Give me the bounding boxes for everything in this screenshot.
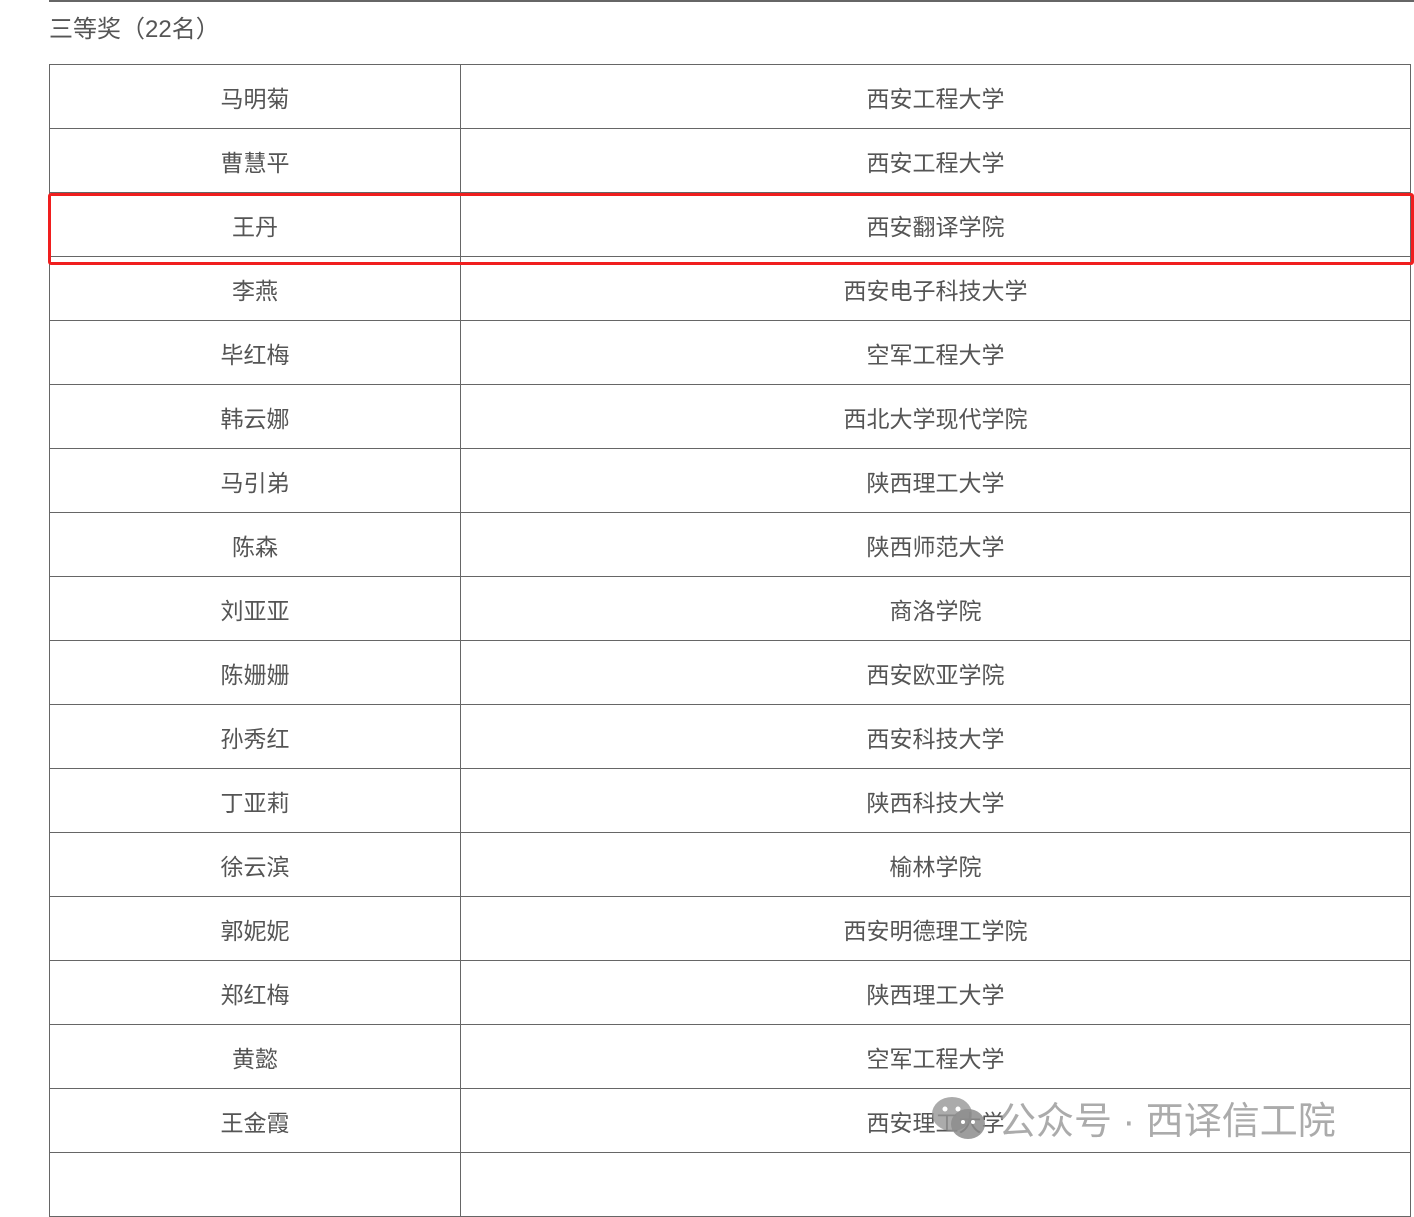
awardee-school: 陕西科技大学 bbox=[460, 768, 1411, 833]
top-divider bbox=[49, 0, 1414, 2]
table-row: 陈森 陕西师范大学 bbox=[49, 512, 1411, 577]
awardee-school: 陕西师范大学 bbox=[460, 512, 1411, 577]
awardee-school: 西安翻译学院 bbox=[460, 192, 1411, 257]
awardee-school: 西安工程大学 bbox=[460, 128, 1411, 193]
awardee-name: 马引弟 bbox=[49, 448, 461, 513]
awardee-name: 马明菊 bbox=[49, 64, 461, 129]
table-row: 马明菊 西安工程大学 bbox=[49, 64, 1411, 129]
table-row-partial bbox=[49, 1152, 1411, 1217]
table-row: 丁亚莉 陕西科技大学 bbox=[49, 768, 1411, 833]
awardee-school: 榆林学院 bbox=[460, 832, 1411, 897]
awardee-name: 丁亚莉 bbox=[49, 768, 461, 833]
awardee-name: 孙秀红 bbox=[49, 704, 461, 769]
table-row: 曹慧平 西安工程大学 bbox=[49, 128, 1411, 193]
wechat-icon bbox=[932, 1096, 985, 1139]
table-row: 马引弟 陕西理工大学 bbox=[49, 448, 1411, 513]
table-row: 郭妮妮 西安明德理工学院 bbox=[49, 896, 1411, 961]
highlight-box bbox=[48, 193, 1414, 265]
awardee-school: 商洛学院 bbox=[460, 576, 1411, 641]
watermark-text: 公众号 · 西译信工院 bbox=[998, 1101, 1336, 1143]
table-row: 毕红梅 空军工程大学 bbox=[49, 320, 1411, 385]
awardee-school: 陕西理工大学 bbox=[460, 960, 1411, 1025]
awardee-school: 西安科技大学 bbox=[460, 704, 1411, 769]
awardee-name: 毕红梅 bbox=[49, 320, 461, 385]
awardee-name: 陈姗姗 bbox=[49, 640, 461, 705]
table-row: 李燕 西安电子科技大学 bbox=[49, 256, 1411, 321]
table-row: 王丹 西安翻译学院 bbox=[49, 192, 1411, 257]
awardee-school: 空军工程大学 bbox=[460, 1024, 1411, 1089]
awardee-school: 西安电子科技大学 bbox=[460, 256, 1411, 321]
section-heading: 三等奖（22名） bbox=[49, 16, 220, 43]
awardee-name bbox=[49, 1152, 461, 1217]
awardee-name: 韩云娜 bbox=[49, 384, 461, 449]
table-row: 韩云娜 西北大学现代学院 bbox=[49, 384, 1411, 449]
table-row: 孙秀红 西安科技大学 bbox=[49, 704, 1411, 769]
watermark: 公众号 · 西译信工院 bbox=[930, 1090, 1336, 1145]
awardee-school: 空军工程大学 bbox=[460, 320, 1411, 385]
awardee-name: 曹慧平 bbox=[49, 128, 461, 193]
awardee-name: 李燕 bbox=[49, 256, 461, 321]
awardee-name: 黄懿 bbox=[49, 1024, 461, 1089]
awardee-name: 郭妮妮 bbox=[49, 896, 461, 961]
awardee-name: 徐云滨 bbox=[49, 832, 461, 897]
table-row: 徐云滨 榆林学院 bbox=[49, 832, 1411, 897]
awardee-name: 郑红梅 bbox=[49, 960, 461, 1025]
awardee-name: 王金霞 bbox=[49, 1088, 461, 1153]
awardee-school: 西安工程大学 bbox=[460, 64, 1411, 129]
awardee-school bbox=[460, 1152, 1411, 1217]
table-row: 陈姗姗 西安欧亚学院 bbox=[49, 640, 1411, 705]
table-row: 黄懿 空军工程大学 bbox=[49, 1024, 1411, 1089]
awardee-name: 陈森 bbox=[49, 512, 461, 577]
awardee-name: 刘亚亚 bbox=[49, 576, 461, 641]
awardee-school: 陕西理工大学 bbox=[460, 448, 1411, 513]
table-row: 刘亚亚 商洛学院 bbox=[49, 576, 1411, 641]
table-row: 郑红梅 陕西理工大学 bbox=[49, 960, 1411, 1025]
awardee-school: 西北大学现代学院 bbox=[460, 384, 1411, 449]
awardee-school: 西安欧亚学院 bbox=[460, 640, 1411, 705]
awardee-school: 西安明德理工学院 bbox=[460, 896, 1411, 961]
